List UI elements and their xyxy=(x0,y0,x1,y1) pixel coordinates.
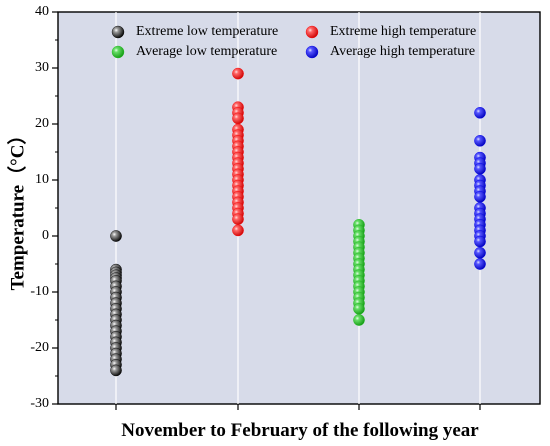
data-point xyxy=(110,364,122,377)
data-point xyxy=(474,107,486,119)
y-tick-label: 40 xyxy=(35,4,49,19)
legend-label: Extreme high temperature xyxy=(330,24,476,39)
legend-marker xyxy=(305,45,319,59)
x-axis-title: November to February of the following ye… xyxy=(121,420,479,441)
data-point xyxy=(232,112,244,125)
data-point xyxy=(232,213,244,225)
data-point xyxy=(232,224,244,237)
data-point xyxy=(110,230,122,242)
y-tick-label: 0 xyxy=(42,228,49,243)
y-axis: -30 -20 -10 0 10 20 30 40 xyxy=(30,4,58,411)
legend-item-3: Average low temperature xyxy=(111,44,277,59)
y-tick-label: -20 xyxy=(30,340,49,355)
data-point xyxy=(353,314,365,326)
y-tick-label: 20 xyxy=(35,116,49,131)
series-2-points xyxy=(232,67,244,237)
legend-label: Average low temperature xyxy=(136,44,277,59)
series-4-points xyxy=(474,107,486,270)
y-tick-label: -30 xyxy=(30,396,49,411)
data-point xyxy=(232,67,244,80)
legend: Extreme low temperature Extreme high temp… xyxy=(111,24,476,59)
y-tick-label: -10 xyxy=(30,284,49,299)
legend-marker xyxy=(111,25,125,39)
legend-marker xyxy=(305,25,319,39)
data-point xyxy=(474,258,486,270)
data-point xyxy=(353,302,365,315)
legend-item-4: Average high temperature xyxy=(305,44,475,59)
data-point xyxy=(474,246,486,259)
legend-item-2: Extreme high temperature xyxy=(305,24,476,39)
legend-label: Extreme low temperature xyxy=(136,24,278,39)
legend-marker xyxy=(111,45,125,59)
y-tick-label: 10 xyxy=(35,172,49,187)
series-3-points xyxy=(353,218,365,326)
y-tick-label: 30 xyxy=(35,60,49,75)
legend-item-1: Extreme low temperature xyxy=(111,24,278,39)
data-point xyxy=(474,235,486,248)
plot-area xyxy=(57,11,541,405)
x-axis xyxy=(115,404,481,410)
data-point xyxy=(474,134,486,147)
data-points xyxy=(110,67,486,377)
legend-label: Average high temperature xyxy=(330,44,475,59)
series-1-points xyxy=(110,230,122,377)
y-axis-title: Temperature（°C） xyxy=(5,126,28,291)
data-point xyxy=(474,162,486,175)
data-point xyxy=(474,190,486,203)
